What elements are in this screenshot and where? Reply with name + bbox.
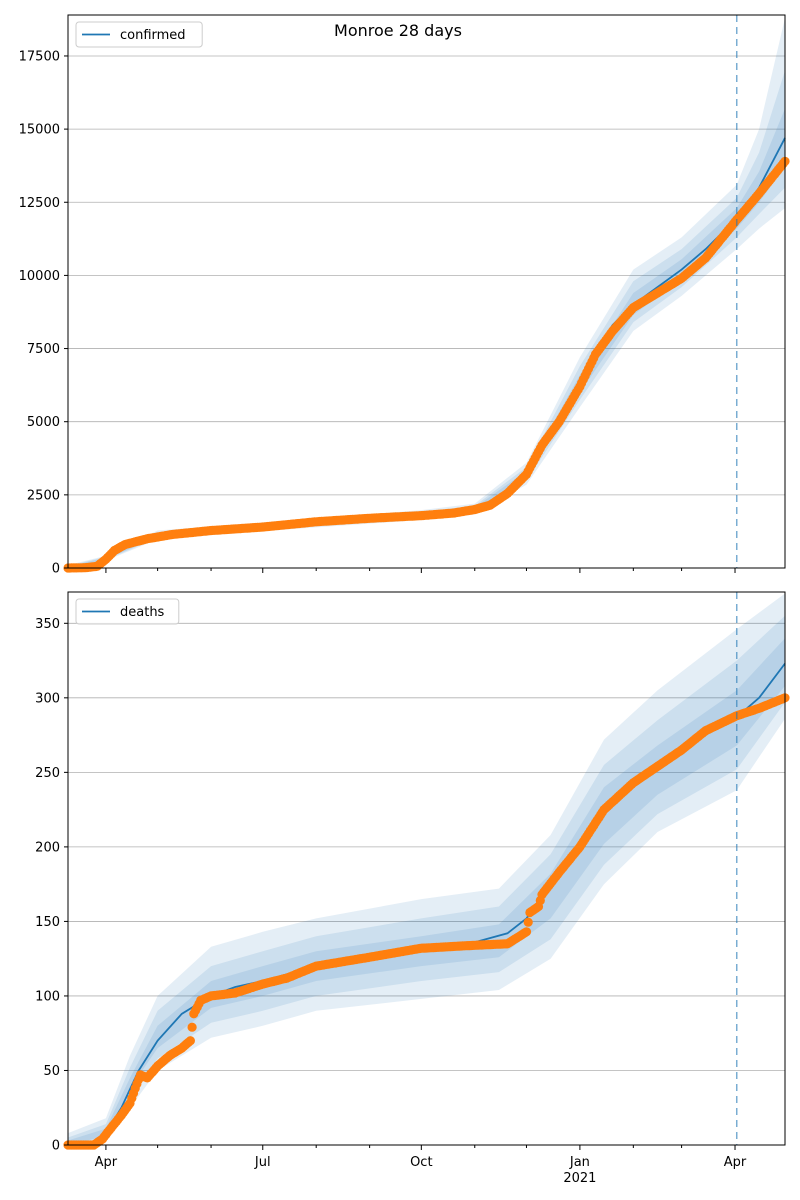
- y-tick-label: 100: [35, 989, 60, 1004]
- observed-point: [187, 1022, 197, 1032]
- legend: deaths: [75, 598, 180, 625]
- observed-point: [521, 927, 532, 937]
- y-tick-label: 250: [35, 766, 60, 781]
- y-tick-label: 17500: [19, 49, 60, 64]
- observed-point: [185, 1036, 195, 1046]
- x-tick-label: Jul: [254, 1155, 271, 1170]
- x-tick-label: Apr: [95, 1155, 118, 1170]
- y-tick-label: 50: [43, 1064, 60, 1079]
- uncertainty-band: [68, 17, 785, 568]
- observed-point: [523, 917, 533, 927]
- y-tick-label: 15000: [19, 123, 60, 138]
- plot-frame: [67, 14, 786, 569]
- y-tick-label: 0: [52, 1139, 60, 1154]
- confirmed-panel: 0 2500 5000 7500 10000 12500 15000 17500 confirm…: [19, 14, 790, 577]
- y-tick-label: 200: [35, 840, 60, 855]
- legend-box: [75, 598, 180, 625]
- uncertainty-band: [68, 615, 785, 1145]
- x-tick-label: Jan: [569, 1155, 590, 1170]
- plot-frame: [67, 591, 786, 1146]
- y-tick-label: 0: [52, 562, 60, 577]
- legend: confirmed: [75, 21, 203, 48]
- y-tick-label: 7500: [27, 342, 60, 357]
- legend-box: [75, 21, 203, 48]
- y-tick-label: 5000: [27, 415, 60, 430]
- deaths-panel: 0 50 100 150 200 250 300 350 deaths: [35, 591, 790, 1154]
- legend-label: confirmed: [120, 28, 186, 43]
- y-tick-label: 150: [35, 915, 60, 930]
- y-tick-label: 2500: [27, 488, 60, 503]
- legend-label: deaths: [120, 605, 165, 620]
- x-tick-label: Oct: [410, 1155, 432, 1170]
- observed-series: [63, 156, 790, 573]
- y-tick-label: 300: [35, 691, 60, 706]
- uncertainty-band: [68, 593, 785, 1145]
- x-tick-label: Apr: [724, 1155, 747, 1170]
- y-tick-label: 10000: [19, 269, 60, 284]
- chart-title: Monroe 28 days: [334, 21, 462, 40]
- x-tick-sublabel: 2021: [563, 1171, 596, 1186]
- y-tick-label: 12500: [19, 196, 60, 211]
- y-tick-label: 350: [35, 617, 60, 632]
